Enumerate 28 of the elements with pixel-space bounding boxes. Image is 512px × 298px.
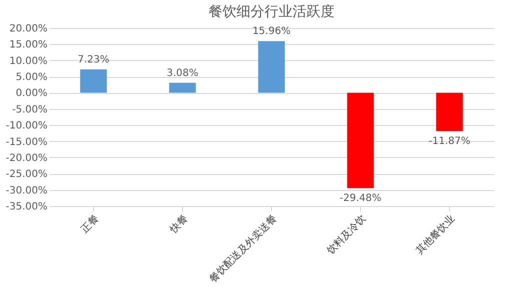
y-tick-label: -5.00% xyxy=(12,104,48,116)
y-tick-label: 5.00% xyxy=(16,72,48,84)
y-tick-label: 15.00% xyxy=(9,40,48,51)
data-label: -29.48% xyxy=(340,193,382,204)
y-tick-label: 0.00% xyxy=(16,88,48,100)
chart-title: 餐饮细分行业活跃度 xyxy=(208,4,334,20)
y-tick-label: -10.00% xyxy=(6,120,48,132)
data-label: -11.87% xyxy=(428,136,470,148)
y-tick-label: -35.00% xyxy=(6,202,48,212)
bar xyxy=(347,92,374,188)
y-tick-label: -20.00% xyxy=(6,152,48,164)
data-label: 3.08% xyxy=(166,68,198,79)
x-tick-label: 餐饮配送及外卖送餐 xyxy=(207,212,280,285)
x-tick-label: 饮料及冷饮 xyxy=(324,212,368,258)
bar xyxy=(80,69,107,93)
x-tick-label: 其他餐饮业 xyxy=(413,212,458,257)
bar xyxy=(436,92,463,132)
bar xyxy=(258,41,285,93)
y-tick-label: -25.00% xyxy=(6,169,48,180)
x-tick-label: 正餐 xyxy=(78,212,102,236)
bar xyxy=(169,82,196,93)
x-tick-label: 快餐 xyxy=(166,212,190,236)
y-tick-label: 20.00% xyxy=(9,24,48,34)
y-tick-label: -30.00% xyxy=(6,185,48,196)
y-tick-label: -15.00% xyxy=(6,136,48,148)
y-tick-label: 10.00% xyxy=(9,56,48,67)
data-label: 15.96% xyxy=(252,26,291,38)
data-label: 7.23% xyxy=(78,54,110,66)
